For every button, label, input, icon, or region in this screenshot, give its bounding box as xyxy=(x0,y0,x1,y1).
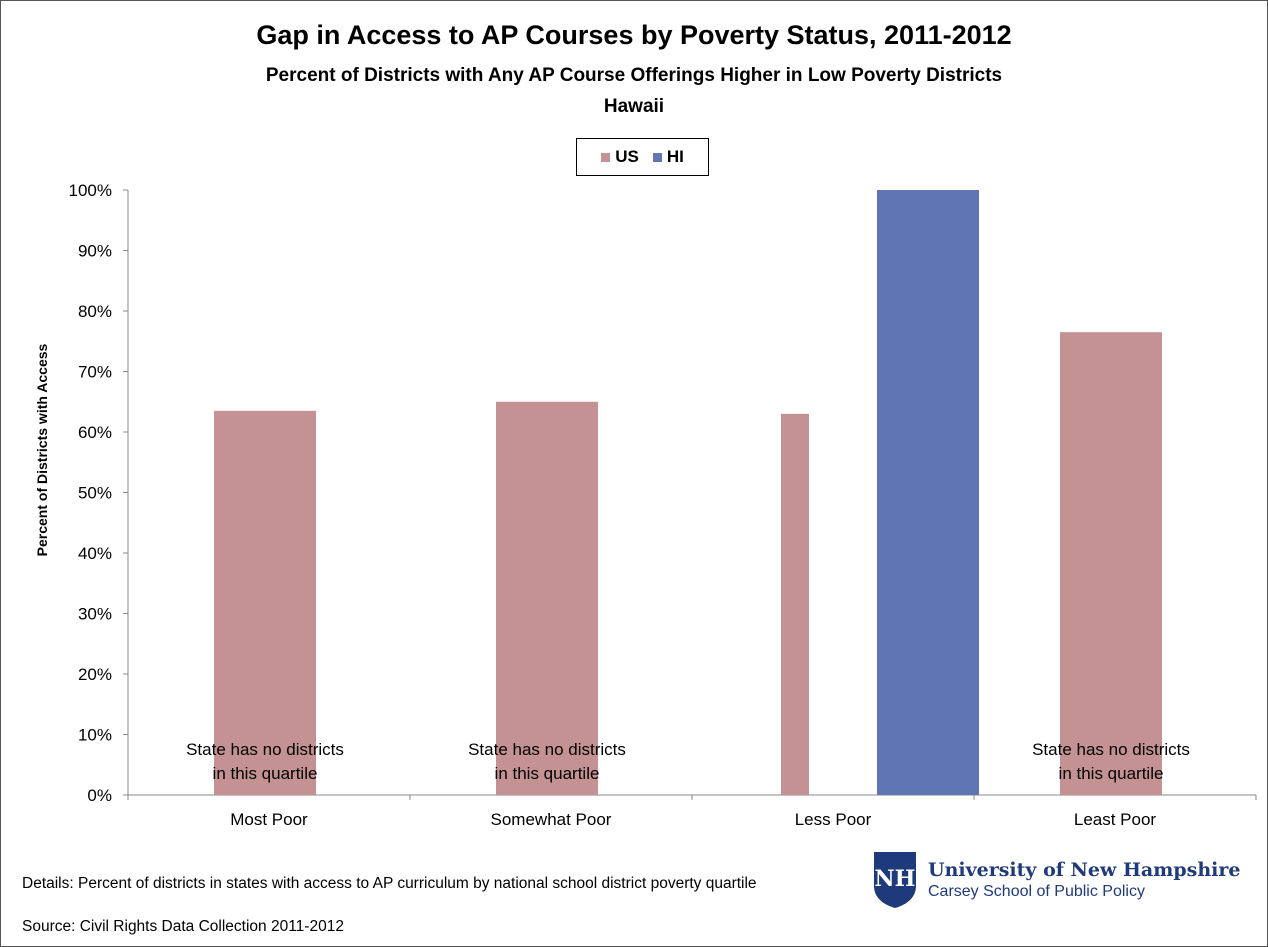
legend-label-us: US xyxy=(615,147,639,166)
y-tick-label: 40% xyxy=(78,544,112,563)
y-tick-label: 20% xyxy=(78,665,112,684)
bar-us xyxy=(781,413,809,795)
y-tick-label: 70% xyxy=(78,363,112,382)
legend-item-hi: HI xyxy=(652,147,684,167)
bar-us xyxy=(214,410,316,795)
footer-details: Details: Percent of districts in states … xyxy=(22,875,757,892)
footer-source: Source: Civil Rights Data Collection 201… xyxy=(22,918,344,935)
annotation-no-districts: State has no districts xyxy=(468,740,626,759)
logo-school-name: Carsey School of Public Policy xyxy=(928,883,1145,900)
x-tick-label: Somewhat Poor xyxy=(491,810,612,829)
legend: US HI xyxy=(576,138,709,176)
annotation-no-districts: in this quartile xyxy=(1059,764,1164,783)
logo-university-name: University of New Hampshire xyxy=(928,859,1241,881)
unh-shield-icon: NH xyxy=(874,852,916,908)
y-tick-label: 0% xyxy=(87,786,112,805)
bar-us xyxy=(496,401,598,795)
y-tick-label: 80% xyxy=(78,302,112,321)
chart-subtitle-state: Hawaii xyxy=(603,96,665,117)
y-tick-label: 50% xyxy=(78,484,112,503)
legend-label-hi: HI xyxy=(666,147,684,166)
y-tick-label: 30% xyxy=(78,605,112,624)
x-tick-label: Least Poor xyxy=(1074,810,1157,829)
logo-text: University of New Hampshire Carsey Schoo… xyxy=(928,859,1240,901)
legend-swatch-us xyxy=(601,152,611,162)
y-tick-label: 60% xyxy=(78,423,112,442)
chart-title: Gap in Access to AP Courses by Poverty S… xyxy=(256,20,1012,50)
logo-mark-text: NH xyxy=(875,866,916,892)
bar-hi xyxy=(877,190,979,795)
legend-item-us: US xyxy=(601,147,639,167)
legend-swatch-hi xyxy=(652,152,662,162)
annotation-no-districts: State has no districts xyxy=(186,740,344,759)
annotation-no-districts: State has no districts xyxy=(1032,740,1190,759)
chart-subtitle: Percent of Districts with Any AP Course … xyxy=(265,65,1003,86)
x-tick-label: Most Poor xyxy=(230,810,308,829)
unh-logo: NH University of New Hampshire Carsey Sc… xyxy=(872,850,1240,910)
y-tick-label: 10% xyxy=(78,726,112,745)
bar-us xyxy=(1060,332,1162,795)
bar-chart: 0% 10% 20% 30% 40% 50% 60% 70% 80% 90% 100% Most Po… xyxy=(69,181,1257,829)
y-tick-label: 90% xyxy=(78,242,112,261)
y-tick-label: 100% xyxy=(69,181,112,200)
annotation-no-districts: in this quartile xyxy=(213,764,318,783)
annotation-no-districts: in this quartile xyxy=(495,764,600,783)
x-tick-label: Less Poor xyxy=(795,810,872,829)
